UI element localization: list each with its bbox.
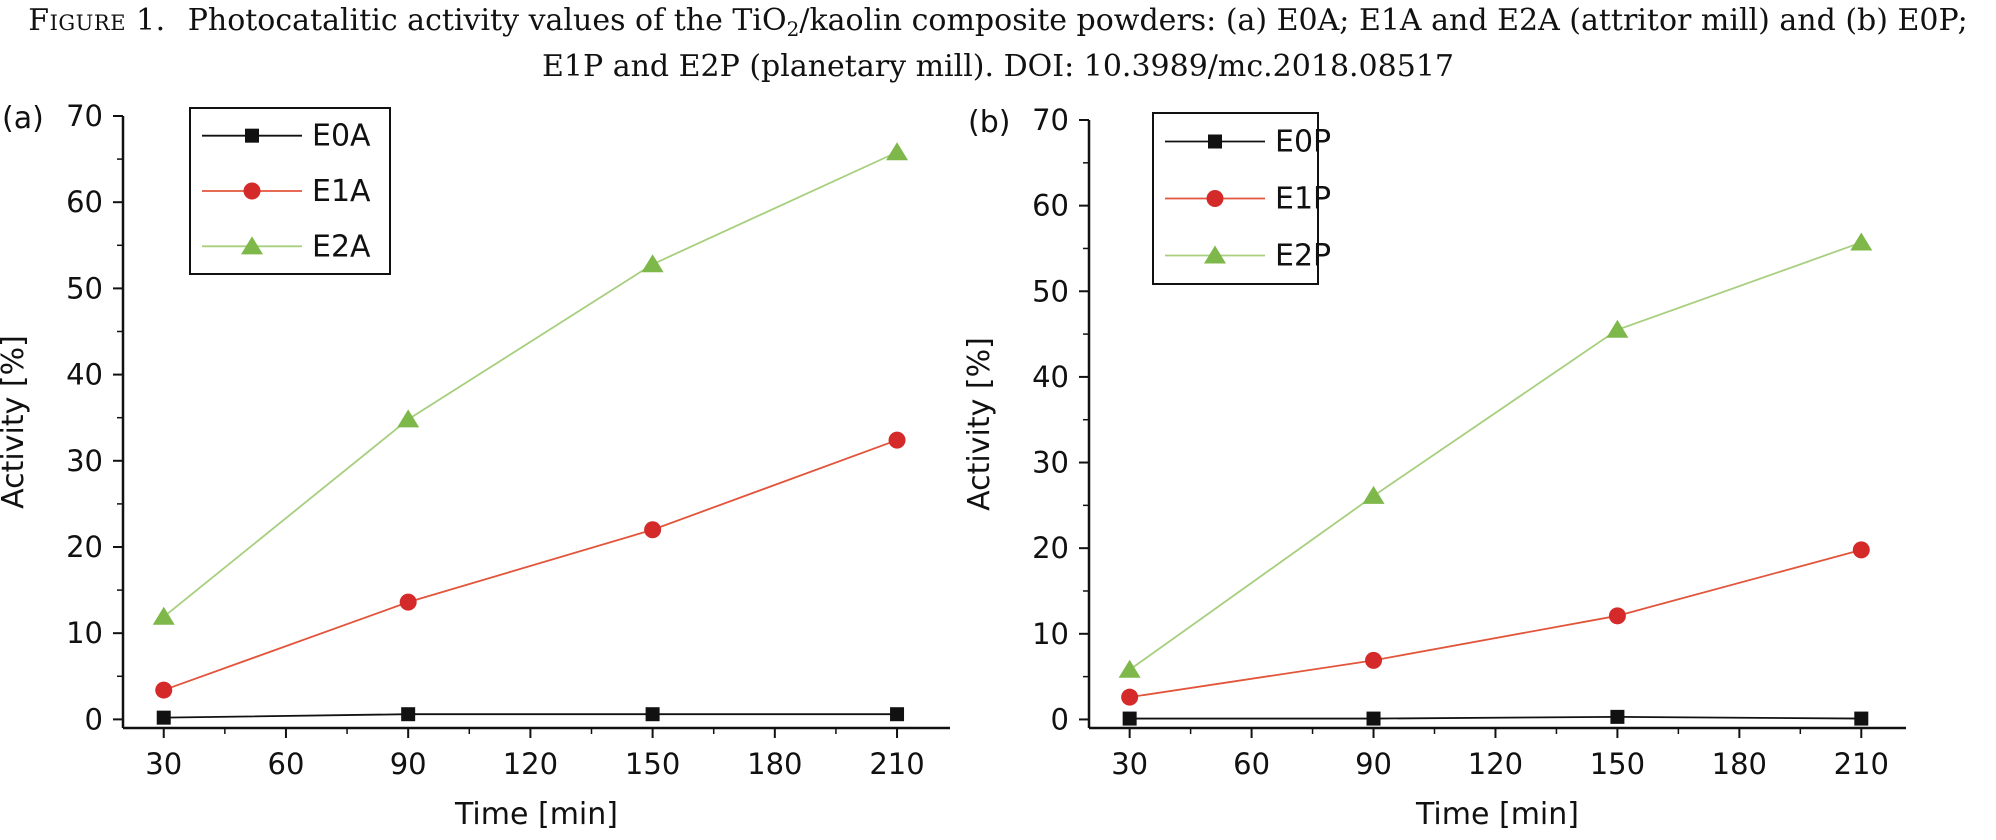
data-point-e2p-150: [1606, 319, 1629, 338]
x-axis-label-b: Time [min]: [1415, 797, 1579, 832]
panel-label-a: (a): [2, 101, 44, 136]
y-tick-label-b-70: 70: [1032, 103, 1069, 137]
chart-panel-b: 0 10 20 30 40 50 60 70 30 60 90 120 150 180 210 Time [m…: [962, 103, 1906, 832]
y-tick-label-b-0: 0: [1051, 702, 1069, 736]
y-tick-label-b-40: 40: [1032, 360, 1069, 394]
legend-marker-e1a: [243, 182, 261, 200]
caption-text-start: Photocatalitic activity values of the Ti…: [187, 3, 787, 38]
data-point-e2p-90: [1362, 485, 1385, 504]
data-point-e2a-150: [641, 254, 664, 273]
data-point-e2p-210: [1850, 232, 1873, 251]
series-line-e2p: [1129, 241, 1862, 671]
y-tick-label-b-10: 10: [1032, 617, 1069, 651]
series-line-e1p: [1129, 549, 1862, 699]
y-axis-label-b: Activity [%]: [962, 337, 997, 511]
data-point-e0a-90: [401, 707, 416, 722]
y-tick-label-b-60: 60: [1032, 189, 1069, 223]
legend-label-e0a: E0A: [312, 119, 371, 154]
x-tick-label-a-90: 90: [390, 747, 427, 781]
data-point-e0p-210: [1854, 711, 1869, 726]
x-axis-label-a: Time [min]: [454, 797, 618, 832]
legend-marker-e2p: [1204, 245, 1226, 264]
series-line-e1a: [163, 439, 898, 691]
y-tick-label-a-30: 30: [66, 444, 103, 478]
x-tick-label-b-150: 150: [1590, 747, 1645, 781]
series-line-e0p: [1129, 715, 1862, 720]
legend-marker-e0a: [245, 128, 259, 143]
data-point-e1a-150: [644, 521, 662, 539]
data-point-e0p-90: [1366, 711, 1381, 726]
data-point-e0p-30: [1122, 711, 1137, 726]
panel-label-b: (b): [968, 105, 1010, 140]
x-tick-label-a-30: 30: [145, 747, 182, 781]
data-point-e1a-210: [888, 431, 906, 449]
data-point-e2p-30: [1118, 659, 1141, 678]
chart-panel-a: 0 10 20 30 40 50 60 70 30 60 90 120 150 180 210 Time [m…: [0, 99, 950, 832]
legend-label-e0p: E0P: [1275, 125, 1331, 160]
legend-label-e1p: E1P: [1275, 182, 1331, 217]
x-tick-label-b-210: 210: [1834, 747, 1889, 781]
data-point-e2a-210: [886, 142, 909, 161]
x-tick-label-a-120: 120: [503, 747, 558, 781]
figure-label: Figure 1.: [28, 3, 166, 38]
data-point-e0a-150: [645, 707, 660, 722]
x-tick-label-a-210: 210: [869, 747, 924, 781]
x-tick-label-b-120: 120: [1468, 747, 1523, 781]
y-tick-label-b-30: 30: [1032, 446, 1069, 480]
y-tick-label-a-40: 40: [66, 358, 103, 392]
y-tick-label-a-10: 10: [66, 616, 103, 650]
data-point-e1p-150: [1608, 607, 1626, 625]
caption-text-end: /kaolin composite powders: (a) E0A; E1A …: [799, 3, 1968, 38]
legend-label-e2p: E2P: [1275, 239, 1331, 274]
legend-label-e1a: E1A: [312, 174, 371, 209]
data-point-e2a-90: [397, 409, 420, 428]
data-point-e0a-30: [156, 710, 171, 725]
x-tick-label-b-90: 90: [1355, 747, 1392, 781]
figure-caption: Figure 1. Photocatalitic activity values …: [0, 2, 1996, 86]
data-point-e0p-150: [1610, 709, 1625, 724]
caption-subscript: 2: [786, 17, 800, 41]
data-point-e1a-30: [155, 681, 173, 699]
x-tick-label-b-60: 60: [1233, 747, 1270, 781]
x-tick-label-a-150: 150: [625, 747, 680, 781]
y-tick-label-a-50: 50: [66, 271, 103, 305]
y-tick-label-a-0: 0: [85, 702, 103, 736]
y-tick-label-a-70: 70: [66, 99, 103, 133]
legend-marker-e0p: [1208, 134, 1222, 149]
x-tick-label-b-30: 30: [1111, 747, 1148, 781]
legend-label-e2a: E2A: [312, 229, 371, 264]
data-point-e1p-90: [1365, 651, 1383, 669]
caption-line-2: E1P and E2P (planetary mill). DOI: 10.39…: [541, 49, 1454, 84]
caption-line-1: Figure 1. Photocatalitic activity values …: [0, 2, 1996, 48]
y-axis-label-a: Activity [%]: [0, 335, 31, 509]
data-point-e1a-90: [399, 593, 417, 611]
data-point-e1p-30: [1121, 688, 1139, 706]
y-tick-label-b-20: 20: [1032, 531, 1069, 565]
legend-marker-e2a: [241, 236, 263, 255]
series-line-e0a: [163, 713, 898, 719]
y-tick-label-a-20: 20: [66, 530, 103, 564]
x-tick-label-b-180: 180: [1712, 747, 1767, 781]
legend-marker-e1p: [1206, 190, 1224, 207]
data-point-e1p-210: [1852, 541, 1870, 559]
x-tick-label-a-60: 60: [268, 747, 305, 781]
series-line-e2a: [163, 151, 898, 618]
y-tick-label-b-50: 50: [1032, 274, 1069, 308]
x-tick-label-a-180: 180: [747, 747, 802, 781]
y-tick-label-a-60: 60: [66, 185, 103, 219]
data-point-e2a-30: [152, 606, 175, 625]
data-point-e0a-210: [890, 707, 905, 722]
